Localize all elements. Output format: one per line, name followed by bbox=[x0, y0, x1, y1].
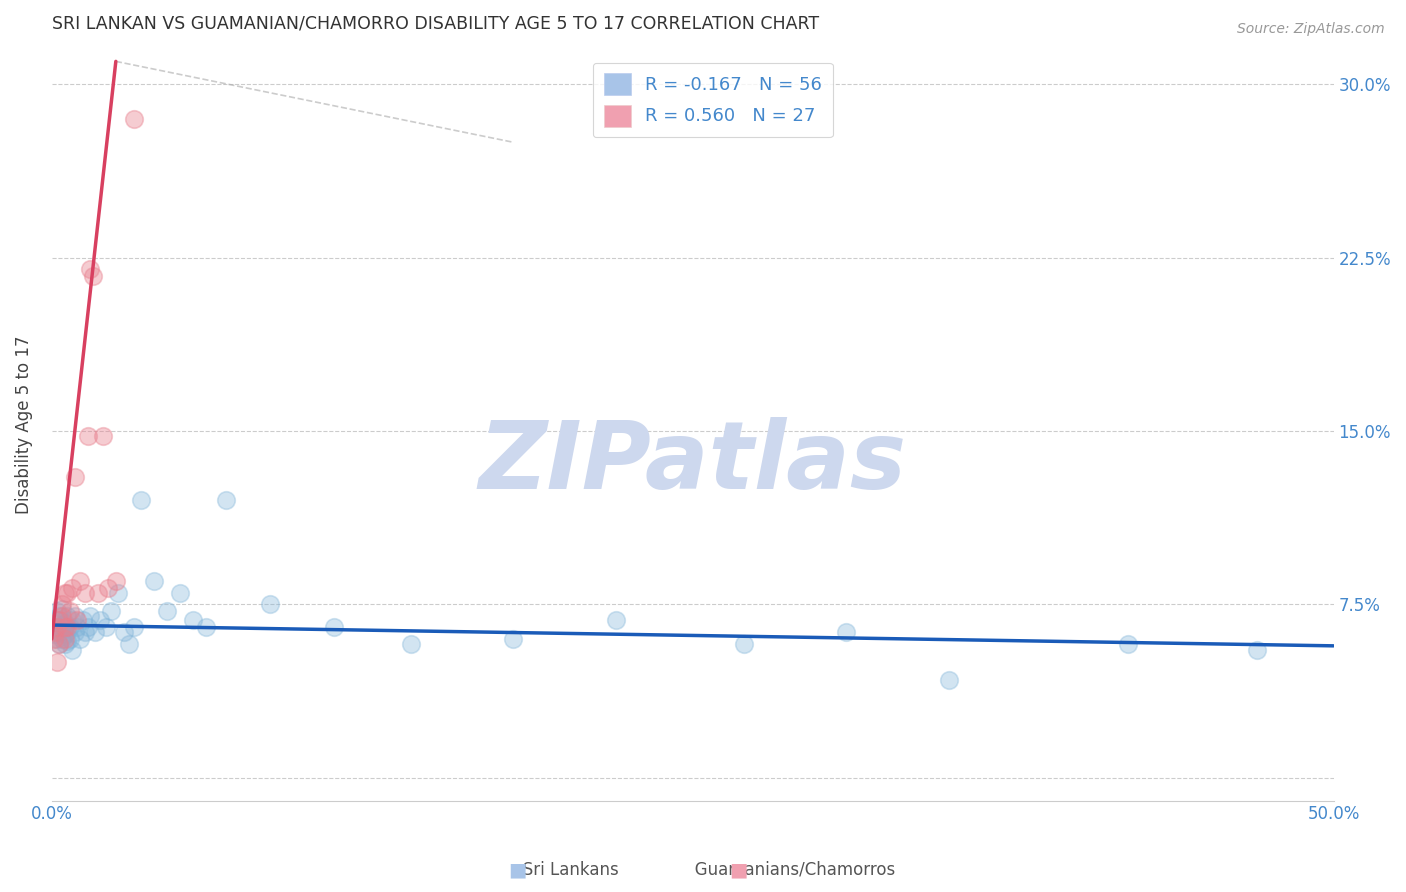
Point bbox=[72, 614, 94, 628]
Point bbox=[69, 632, 91, 646]
Point bbox=[79, 262, 101, 277]
Text: ■: ■ bbox=[728, 860, 748, 880]
Point bbox=[169, 585, 191, 599]
Point bbox=[59, 632, 82, 646]
Point bbox=[48, 614, 70, 628]
Point bbox=[79, 608, 101, 623]
Point bbox=[94, 620, 117, 634]
Point bbox=[733, 636, 755, 650]
Point bbox=[69, 574, 91, 589]
Point bbox=[56, 620, 79, 634]
Point bbox=[63, 624, 86, 639]
Point bbox=[51, 618, 73, 632]
Point bbox=[51, 608, 73, 623]
Point bbox=[118, 636, 141, 650]
Point bbox=[45, 614, 67, 628]
Point bbox=[1118, 636, 1140, 650]
Point bbox=[44, 624, 66, 639]
Point bbox=[45, 632, 67, 646]
Point bbox=[76, 620, 98, 634]
Point bbox=[56, 634, 79, 648]
Point bbox=[131, 493, 153, 508]
Point bbox=[53, 632, 76, 646]
Point bbox=[181, 614, 204, 628]
Point bbox=[215, 493, 238, 508]
Point bbox=[63, 470, 86, 484]
Point bbox=[835, 624, 858, 639]
Point bbox=[48, 608, 70, 623]
Point bbox=[76, 428, 98, 442]
Point bbox=[44, 627, 66, 641]
Point bbox=[44, 620, 66, 634]
Point bbox=[66, 620, 89, 634]
Point bbox=[51, 602, 73, 616]
Point bbox=[48, 636, 70, 650]
Point bbox=[48, 624, 70, 639]
Point bbox=[97, 581, 120, 595]
Point bbox=[53, 620, 76, 634]
Point bbox=[53, 585, 76, 599]
Point bbox=[122, 112, 145, 127]
Y-axis label: Disability Age 5 to 17: Disability Age 5 to 17 bbox=[15, 336, 32, 515]
Point bbox=[45, 620, 67, 634]
Point bbox=[938, 673, 960, 688]
Point bbox=[59, 604, 82, 618]
Point bbox=[53, 620, 76, 634]
Point bbox=[112, 624, 135, 639]
Point bbox=[60, 643, 83, 657]
Point bbox=[89, 614, 111, 628]
Text: ■: ■ bbox=[508, 860, 527, 880]
Point bbox=[56, 585, 79, 599]
Text: Sri Lankans: Sri Lankans bbox=[506, 861, 619, 879]
Point bbox=[82, 269, 104, 284]
Point bbox=[91, 428, 114, 442]
Point bbox=[75, 624, 97, 639]
Point bbox=[194, 620, 217, 634]
Point bbox=[322, 620, 344, 634]
Point bbox=[45, 655, 67, 669]
Legend: R = -0.167   N = 56, R = 0.560   N = 27: R = -0.167 N = 56, R = 0.560 N = 27 bbox=[593, 62, 832, 137]
Point bbox=[87, 585, 110, 599]
Point bbox=[84, 624, 107, 639]
Point bbox=[51, 632, 73, 646]
Point bbox=[259, 597, 281, 611]
Point bbox=[48, 620, 70, 634]
Point bbox=[53, 615, 76, 630]
Point bbox=[59, 620, 82, 634]
Point bbox=[48, 636, 70, 650]
Point bbox=[107, 585, 129, 599]
Point bbox=[1246, 643, 1268, 657]
Text: SRI LANKAN VS GUAMANIAN/CHAMORRO DISABILITY AGE 5 TO 17 CORRELATION CHART: SRI LANKAN VS GUAMANIAN/CHAMORRO DISABIL… bbox=[52, 15, 818, 33]
Point bbox=[56, 624, 79, 639]
Point bbox=[502, 632, 524, 646]
Point bbox=[122, 620, 145, 634]
Point bbox=[60, 614, 83, 628]
Point bbox=[605, 614, 627, 628]
Point bbox=[60, 581, 83, 595]
Point bbox=[44, 632, 66, 646]
Point bbox=[45, 604, 67, 618]
Point bbox=[143, 574, 166, 589]
Text: Guamanians/Chamorros: Guamanians/Chamorros bbox=[679, 861, 896, 879]
Point bbox=[53, 627, 76, 641]
Point bbox=[156, 604, 179, 618]
Point bbox=[104, 574, 127, 589]
Point bbox=[53, 636, 76, 650]
Point bbox=[51, 597, 73, 611]
Point bbox=[75, 585, 97, 599]
Point bbox=[100, 604, 122, 618]
Text: Source: ZipAtlas.com: Source: ZipAtlas.com bbox=[1237, 22, 1385, 37]
Point bbox=[399, 636, 422, 650]
Point bbox=[56, 608, 79, 623]
Point bbox=[66, 614, 89, 628]
Point bbox=[63, 608, 86, 623]
Text: ZIPatlas: ZIPatlas bbox=[478, 417, 907, 508]
